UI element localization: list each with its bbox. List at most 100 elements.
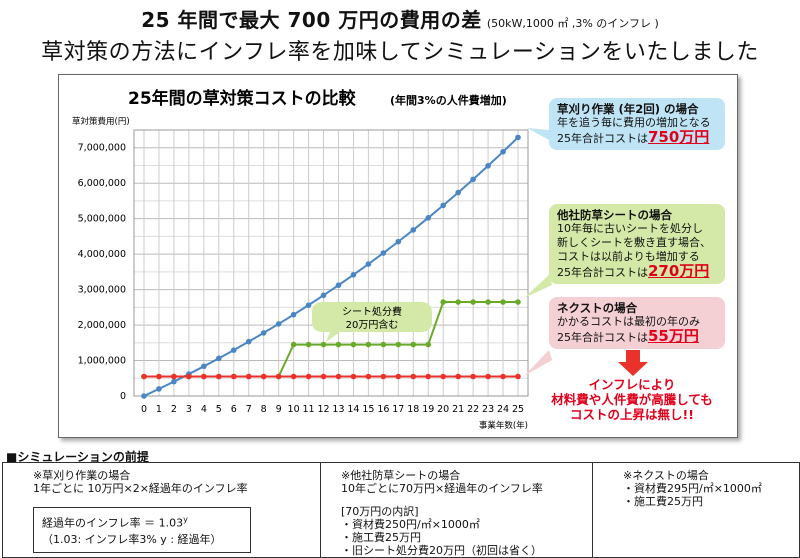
- y-tick-label: 6,000,000: [78, 178, 126, 189]
- x-tick-label: 24: [497, 404, 509, 415]
- data-point: [515, 134, 521, 141]
- chart-title-note: (年間3%の人件費増加): [390, 93, 507, 107]
- data-point: [275, 321, 282, 327]
- y-tick-label: 5,000,000: [78, 214, 126, 225]
- callout-next-total-prefix: 25年合計コストは: [557, 331, 648, 344]
- data-point: [260, 330, 267, 336]
- data-point: [500, 373, 506, 380]
- x-tick-label: 25: [512, 404, 524, 415]
- callout-next-tail: [524, 350, 552, 376]
- y-axis-label: 草対策費用(円): [72, 116, 130, 127]
- x-tick-label: 2: [171, 404, 177, 415]
- sim-sheet-item: ・旧シート処分費20万円（初回は省く）: [341, 544, 542, 557]
- data-point: [305, 341, 312, 348]
- x-tick-label: 14: [347, 404, 359, 415]
- sim-sheet-breakdown-title: [70万円の内訳]: [341, 505, 419, 518]
- data-point: [425, 215, 432, 221]
- callout-next-line1: かかるコストは最初の年のみ: [557, 315, 700, 328]
- data-point: [380, 373, 387, 380]
- data-point: [515, 299, 521, 305]
- callout-sheet-line1: 10年毎に古いシートを処分し: [557, 222, 703, 235]
- y-tick-label: 1,000,000: [78, 356, 126, 367]
- cost-comparison-chart: 25年間の草対策コストの比較 (年間3%の人件費増加) 草対策費用(円) 0 1,000…: [72, 88, 648, 431]
- sim-next-item: ・資材費295円/㎡×1000㎡: [623, 482, 762, 495]
- data-point: [201, 373, 207, 380]
- sim-next-title: ※ネクストの場合: [623, 469, 709, 482]
- x-tick-label: 6: [231, 404, 237, 415]
- data-point: [365, 261, 372, 267]
- callout-mowing-total-prefix: 25年合計コストは: [557, 132, 648, 145]
- data-point: [425, 373, 432, 380]
- y-tick-label: 3,000,000: [78, 285, 126, 296]
- data-point: [335, 373, 342, 380]
- data-point: [380, 250, 387, 256]
- data-point: [410, 373, 417, 380]
- callout-sheet-tail: [524, 275, 552, 298]
- callout-sheet: 他社防草シートの場合 10年毎に古いシートを処分し 新しくシートを敷き直す場合、…: [549, 204, 725, 284]
- data-point: [290, 373, 297, 380]
- data-point: [230, 373, 237, 380]
- x-tick-label: 22: [467, 404, 479, 415]
- data-point: [350, 373, 357, 380]
- title-main: 25 年間で最大 700 万円の費用の差: [141, 8, 482, 32]
- plot-area: [133, 129, 529, 397]
- x-tick-label: 10: [288, 404, 300, 415]
- data-point: [365, 373, 372, 380]
- data-point: [245, 338, 252, 345]
- data-point: [290, 341, 297, 348]
- data-point: [216, 355, 222, 362]
- data-point: [320, 373, 327, 380]
- callout-sheet-head: 他社防草シートの場合: [557, 208, 672, 222]
- data-point: [500, 299, 506, 305]
- formula-box: 経過年のインフレ率 ＝ 1.03y （1.03: インフレ率3% y : 経過年…: [33, 507, 251, 553]
- y-tick-label: 2,000,000: [78, 320, 126, 331]
- title-note: (50kW,1000 ㎡ ,3% のインフレ ): [486, 17, 659, 30]
- x-tick-label: 4: [201, 404, 207, 415]
- x-tick-label: 17: [392, 404, 404, 415]
- callout-sheet-line3: コストは以前よりも増加する: [557, 250, 700, 263]
- y-tick-label: 4,000,000: [78, 249, 126, 260]
- callout-mowing-head: 草刈り作業 (年2回) の場合: [557, 102, 699, 116]
- page-subtitle: 草対策の方法にインフレ率を加味してシミュレーションをいたしました: [41, 40, 759, 65]
- data-point: [410, 341, 417, 348]
- callout-sheet-total-prefix: 25年合計コストは: [557, 266, 648, 279]
- x-tick-label: 7: [246, 404, 252, 415]
- data-point: [186, 373, 192, 380]
- x-tick-label: 3: [186, 404, 192, 415]
- annotation-bubble: [312, 302, 432, 342]
- callout-mowing-tail: [527, 128, 549, 140]
- data-point: [171, 373, 177, 380]
- x-tick-label: 5: [216, 404, 222, 415]
- data-point: [305, 302, 312, 308]
- data-point: [485, 299, 491, 305]
- x-tick-label: 20: [437, 404, 449, 415]
- simulation-heading: ■シミュレーションの前提: [6, 450, 149, 464]
- callout-mowing: 草刈り作業 (年2回) の場合 年を追う毎に費用の増加となる 25年合計コストは…: [549, 98, 725, 150]
- simulation-table: ※草刈り作業の場合 1年ごとに 10万円×2×経過年のインフレ率 経過年のインフ…: [2, 462, 800, 558]
- chart-title: 25年間の草対策コストの比較: [128, 88, 357, 109]
- callout-next-total-row: 25年合計コストは55万円: [557, 329, 717, 345]
- data-point: [275, 373, 282, 380]
- data-point: [485, 163, 491, 169]
- series-line: [143, 136, 519, 397]
- formula-row-1: 経過年のインフレ率 ＝ 1.03y: [42, 512, 242, 532]
- sim-mowing-line: 1年ごとに 10万円×2×経過年のインフレ率: [33, 482, 248, 495]
- sim-next-item: ・施工費25万円: [623, 495, 703, 508]
- callout-mowing-total-row: 25年合計コストは750万円: [557, 130, 717, 146]
- data-point: [305, 373, 312, 380]
- data-point: [245, 373, 252, 380]
- sim-sheet-title: ※他社防草シートの場合: [341, 469, 461, 482]
- data-point: [440, 373, 447, 380]
- annotation-line1: シート処分費: [342, 305, 402, 318]
- data-point: [395, 238, 402, 245]
- data-point: [470, 176, 476, 183]
- data-point: [455, 373, 461, 380]
- x-tick-label: 15: [362, 404, 374, 415]
- callout-sheet-total: 270万円: [648, 262, 710, 280]
- data-point: [156, 386, 162, 392]
- x-tick-label: 18: [407, 404, 419, 415]
- data-point: [216, 373, 222, 380]
- sim-sheet-item: ・施工費25万円: [341, 531, 421, 544]
- x-tick-label: 23: [482, 404, 494, 415]
- data-point: [141, 373, 147, 380]
